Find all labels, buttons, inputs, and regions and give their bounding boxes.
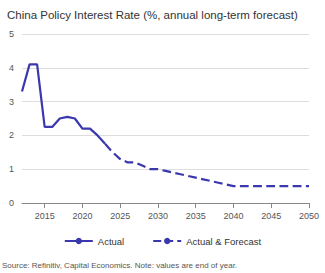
svg-text:China Policy Interest Rate (%,: China Policy Interest Rate (%, annual lo… (7, 9, 298, 21)
svg-text:0: 0 (9, 198, 14, 208)
svg-text:2020: 2020 (72, 211, 92, 221)
svg-text:Actual & Forecast: Actual & Forecast (186, 236, 261, 247)
svg-text:2015: 2015 (35, 211, 55, 221)
svg-text:5: 5 (9, 29, 14, 39)
svg-text:2035: 2035 (186, 211, 206, 221)
svg-text:1: 1 (9, 164, 14, 174)
svg-text:2025: 2025 (110, 211, 130, 221)
svg-text:Actual: Actual (98, 236, 124, 247)
svg-text:Source: Refinitiv, Capital Eco: Source: Refinitiv, Capital Economics. No… (2, 261, 237, 270)
svg-text:2: 2 (9, 130, 14, 140)
svg-text:3: 3 (9, 97, 14, 107)
svg-text:2050: 2050 (299, 211, 319, 221)
svg-text:2045: 2045 (261, 211, 281, 221)
svg-text:4: 4 (9, 63, 14, 73)
svg-text:2040: 2040 (223, 211, 243, 221)
svg-text:2030: 2030 (148, 211, 168, 221)
